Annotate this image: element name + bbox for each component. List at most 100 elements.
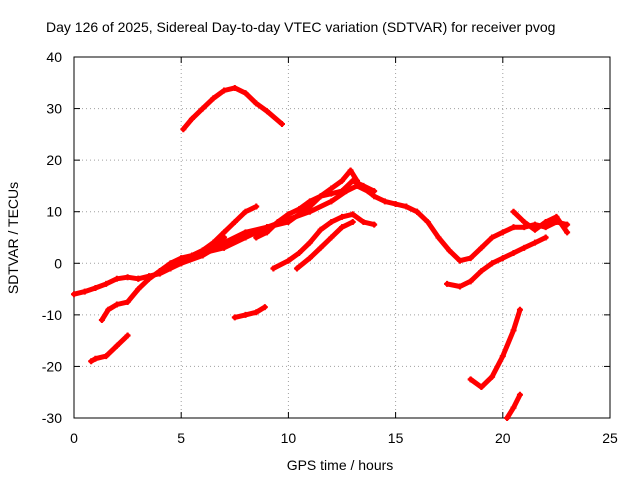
data-point [253, 203, 260, 210]
data-point [339, 224, 345, 231]
series-line [178, 183, 420, 266]
y-tick-label: -10 [42, 307, 62, 323]
data-point [178, 260, 185, 267]
data-point [231, 84, 238, 91]
data-point [499, 353, 506, 360]
data-point [221, 239, 228, 246]
series-line [232, 304, 268, 320]
data-point [516, 391, 523, 398]
data-point [317, 193, 324, 200]
data-point [306, 255, 313, 262]
data-point [285, 219, 292, 226]
y-axis-label: SDTVAR / TECUs [5, 182, 21, 294]
data-point [253, 100, 260, 107]
data-point [306, 203, 313, 210]
data-point [113, 275, 120, 282]
data-point [285, 211, 292, 218]
data-point [242, 234, 249, 241]
data-point [510, 224, 517, 231]
data-point [231, 219, 238, 226]
data-point [456, 257, 463, 264]
series-arc-14 [510, 208, 571, 236]
series-arc-4 [88, 332, 131, 365]
data-point [467, 376, 474, 383]
series-arc-3 [98, 203, 260, 324]
data-point [478, 268, 485, 275]
data-point [424, 219, 431, 226]
data-point [199, 105, 206, 112]
data-point [542, 224, 549, 231]
data-point [349, 219, 356, 226]
data-point [210, 239, 217, 246]
x-tick-label: 0 [70, 430, 78, 446]
data-point [403, 203, 410, 210]
data-point [489, 260, 496, 267]
data-point [478, 384, 485, 391]
data-point [296, 206, 303, 213]
data-point [328, 198, 335, 205]
data-point [499, 229, 506, 236]
data-point [270, 265, 277, 272]
data-point [199, 249, 206, 256]
data-point [542, 219, 549, 226]
data-point [285, 257, 292, 264]
data-point [167, 260, 174, 267]
data-point [98, 317, 105, 324]
data-point [456, 283, 463, 290]
data-point [92, 285, 99, 292]
data-point [242, 208, 249, 215]
data-point [339, 177, 345, 184]
data-point [188, 115, 195, 122]
data-point [328, 234, 335, 241]
data-point [328, 190, 335, 197]
data-point [504, 415, 511, 421]
data-point [328, 219, 335, 226]
data-point [521, 224, 528, 231]
data-point [103, 353, 110, 360]
ticks: -30 -20 -10 0 10 20 30 40 0 5 10 15 20 25 [42, 49, 618, 446]
series-arc-10 [270, 211, 378, 272]
series-line [99, 204, 259, 323]
data-point [414, 208, 421, 215]
data-point [156, 268, 163, 275]
data-point [124, 298, 131, 305]
series-arc-6 [231, 304, 268, 321]
data-point [564, 229, 571, 236]
data-point [360, 182, 367, 189]
data-point [71, 291, 77, 298]
data-point [103, 280, 110, 287]
x-tick-label: 25 [602, 430, 618, 446]
data-point [360, 219, 367, 226]
data-point [210, 95, 217, 102]
data-point [516, 306, 523, 313]
data-point [510, 404, 517, 411]
data-point [371, 221, 378, 228]
data-point [293, 265, 300, 272]
data-point [381, 198, 388, 205]
data-point [446, 247, 453, 254]
data-point [467, 278, 474, 285]
y-tick-label: 20 [46, 152, 62, 168]
data-point [306, 198, 313, 205]
x-tick-label: 10 [281, 430, 297, 446]
y-tick-label: -20 [42, 358, 62, 374]
data-point [296, 249, 303, 256]
series-arc-1 [71, 274, 142, 298]
data-point [146, 275, 153, 282]
data-point [306, 239, 313, 246]
data-point [242, 229, 249, 236]
data-point [221, 244, 228, 251]
data-point [435, 234, 442, 241]
data-point [263, 108, 270, 115]
data-point [180, 126, 187, 133]
x-tick-label: 15 [388, 430, 404, 446]
x-axis-label: GPS time / hours [287, 457, 394, 473]
data-point [328, 185, 335, 192]
y-tick-label: 30 [46, 101, 62, 117]
data-point [510, 327, 517, 334]
data-point [242, 311, 249, 318]
data-point [231, 314, 238, 321]
x-tick-label: 20 [495, 430, 511, 446]
data-point [135, 286, 142, 293]
data-point [542, 234, 549, 241]
